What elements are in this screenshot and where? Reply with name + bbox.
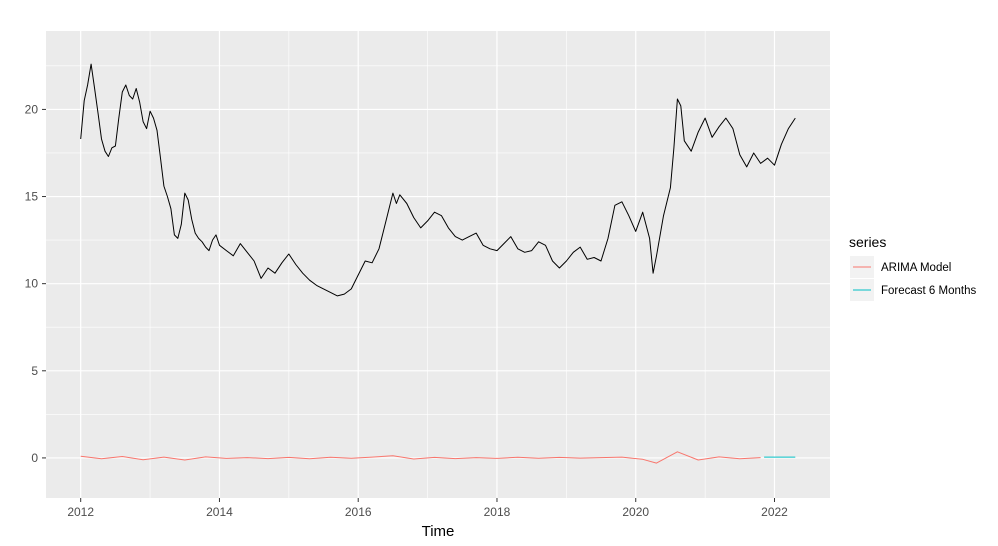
arima-model-line [80, 451, 761, 464]
x-tick-label: 2022 [761, 505, 788, 519]
y-tick-label: 5 [31, 364, 38, 378]
y-tick-label: 20 [25, 102, 39, 116]
series-layer [80, 63, 796, 464]
y-tick-label: 0 [31, 451, 38, 465]
y-axis: 0 5 10 15 20 [25, 102, 46, 465]
legend-label-forecast: Forecast 6 Months [881, 285, 976, 297]
legend-title: series [849, 234, 886, 250]
legend: series ARIMA Model Forecast 6 Months [849, 234, 976, 301]
y-tick-label: 10 [25, 277, 39, 291]
x-tick-label: 2016 [345, 505, 372, 519]
x-axis-title: Time [422, 523, 455, 540]
x-tick-label: 2012 [67, 505, 94, 519]
x-axis: 2012 2014 2016 2018 2020 2022 [67, 498, 788, 519]
x-tick-label: 2020 [622, 505, 649, 519]
legend-label-arima: ARIMA Model [881, 262, 951, 274]
plot-panel [46, 31, 830, 498]
price-series-line [80, 63, 796, 297]
x-tick-label: 2014 [206, 505, 233, 519]
x-tick-label: 2018 [484, 505, 511, 519]
y-tick-label: 15 [25, 190, 39, 204]
